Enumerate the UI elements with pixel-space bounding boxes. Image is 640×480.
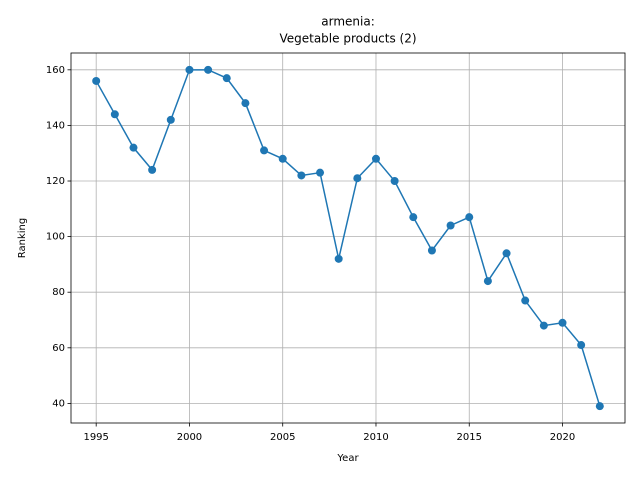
plot-frame <box>70 52 626 424</box>
point <box>110 110 119 119</box>
point <box>577 341 586 350</box>
y-tick-label: 80 <box>52 287 65 298</box>
x-tick-label: 1995 <box>83 432 108 443</box>
x-tick-label: 2005 <box>270 432 295 443</box>
point <box>129 143 138 152</box>
point <box>446 221 455 230</box>
point <box>260 146 269 155</box>
y-tick-label: 160 <box>46 65 65 76</box>
point <box>278 154 287 163</box>
chart-title: Vegetable products (2) <box>279 32 416 46</box>
y-tick-label: 60 <box>52 343 65 354</box>
x-axis-label: Year <box>336 453 359 464</box>
y-tick-label: 40 <box>52 398 65 409</box>
point <box>558 318 567 327</box>
y-tick-label: 120 <box>46 176 65 187</box>
line <box>95 69 601 407</box>
point <box>427 246 436 255</box>
x-tick-label: 2015 <box>457 432 482 443</box>
x-tick-label: 2020 <box>550 432 575 443</box>
y-tick-label: 140 <box>46 120 65 131</box>
x-tick-label: 2010 <box>363 432 388 443</box>
point <box>539 321 548 330</box>
point <box>390 177 399 186</box>
point <box>92 76 101 85</box>
point <box>297 171 306 180</box>
point <box>371 154 380 163</box>
point <box>483 277 492 286</box>
point <box>166 115 175 124</box>
y-tick-label: 100 <box>46 232 65 243</box>
point <box>316 168 325 177</box>
point <box>204 65 213 74</box>
point <box>185 65 194 74</box>
point <box>595 402 604 411</box>
point <box>334 254 343 263</box>
point <box>465 213 474 222</box>
point <box>222 74 231 83</box>
point <box>502 249 511 258</box>
point <box>409 213 418 222</box>
point <box>353 174 362 183</box>
chart-title: armenia: <box>321 15 374 29</box>
x-tick-label: 2000 <box>177 432 202 443</box>
point <box>148 165 157 174</box>
point <box>241 99 250 108</box>
point <box>521 296 530 305</box>
y-axis-label: Ranking <box>17 218 28 258</box>
